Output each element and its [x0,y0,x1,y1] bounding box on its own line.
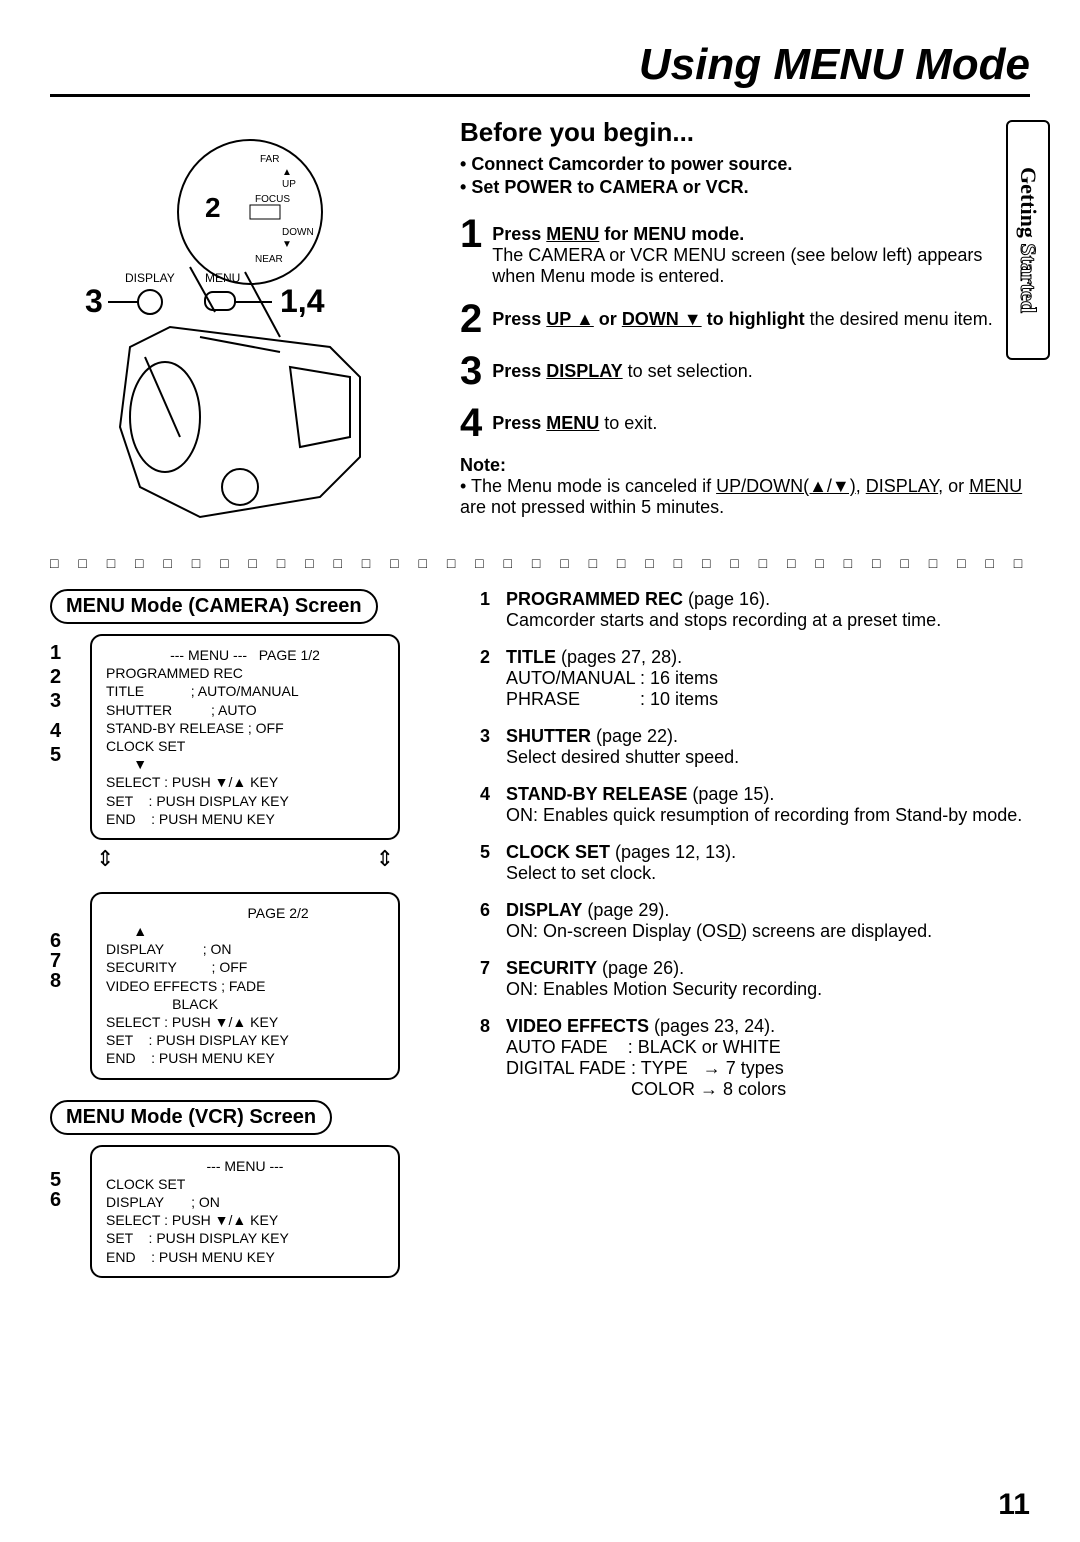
far-label: FAR [260,154,279,165]
vcr-menu: --- MENU --- CLOCK SET DISPLAY ; ON SELE… [90,1145,400,1278]
pointer-4: 4 [50,720,61,743]
svg-text:▲: ▲ [282,167,292,178]
arrow-updown-icon: ⇕ [96,846,114,872]
arrow-updown-icon: ⇕ [376,846,394,872]
svg-text:UP: UP [282,179,296,190]
svg-text:2: 2 [205,192,221,223]
step-3: 3 Press DISPLAY to set selection. [460,351,1030,391]
step-1: 1 Press MENU for MENU mode.The CAMERA or… [460,214,1030,287]
note-text: • The Menu mode is canceled if UP/DOWN(▲… [460,476,1030,518]
pointer-1: 1 [50,642,61,665]
svg-text:3: 3 [85,283,103,319]
menu-items-list: 1PROGRAMMED REC (page 16).Camcorder star… [480,589,1030,1100]
svg-text:DISPLAY: DISPLAY [125,271,175,285]
step-4: 4 Press MENU to exit. [460,403,1030,443]
divider: □ □ □ □ □ □ □ □ □ □ □ □ □ □ □ □ □ □ □ □ … [50,555,1030,571]
step-2: 2 Press UP ▲ or DOWN ▼ to highlight the … [460,299,1030,339]
svg-text:NEAR: NEAR [255,254,283,265]
before-begin-bullets: Connect Camcorder to power source. Set P… [460,154,1030,198]
vcr-screen-header: MENU Mode (VCR) Screen [50,1100,332,1135]
page-title: Using MENU Mode [50,40,1030,97]
camera-screen-header: MENU Mode (CAMERA) Screen [50,589,378,624]
svg-text:1,4: 1,4 [280,283,325,319]
pointer-5: 5 [50,744,61,767]
svg-text:MENU: MENU [205,271,240,285]
pointer-8: 8 [50,970,61,993]
before-begin-heading: Before you begin... [460,117,1030,148]
pointer-2: 2 [50,666,61,689]
camera-diagram: FAR ▲ UP FOCUS DOWN ▼ NEAR 2 DISPLAY MEN… [50,117,430,537]
camera-menu-page1: --- MENU --- PAGE 1/2 PROGRAMMED REC TIT… [90,634,400,840]
svg-text:▼: ▼ [282,239,292,250]
svg-text:FOCUS: FOCUS [255,194,290,205]
pointer-vcr-6: 6 [50,1189,61,1212]
section-tab: Getting Started [1006,120,1050,360]
page-number: 11 [998,1488,1030,1522]
camera-menu-page2: PAGE 2/2 ▲ DISPLAY ; ON SECURITY ; OFF V… [90,892,400,1080]
svg-text:DOWN: DOWN [282,227,314,238]
note-label: Note: [460,455,1030,476]
pointer-3: 3 [50,690,61,713]
